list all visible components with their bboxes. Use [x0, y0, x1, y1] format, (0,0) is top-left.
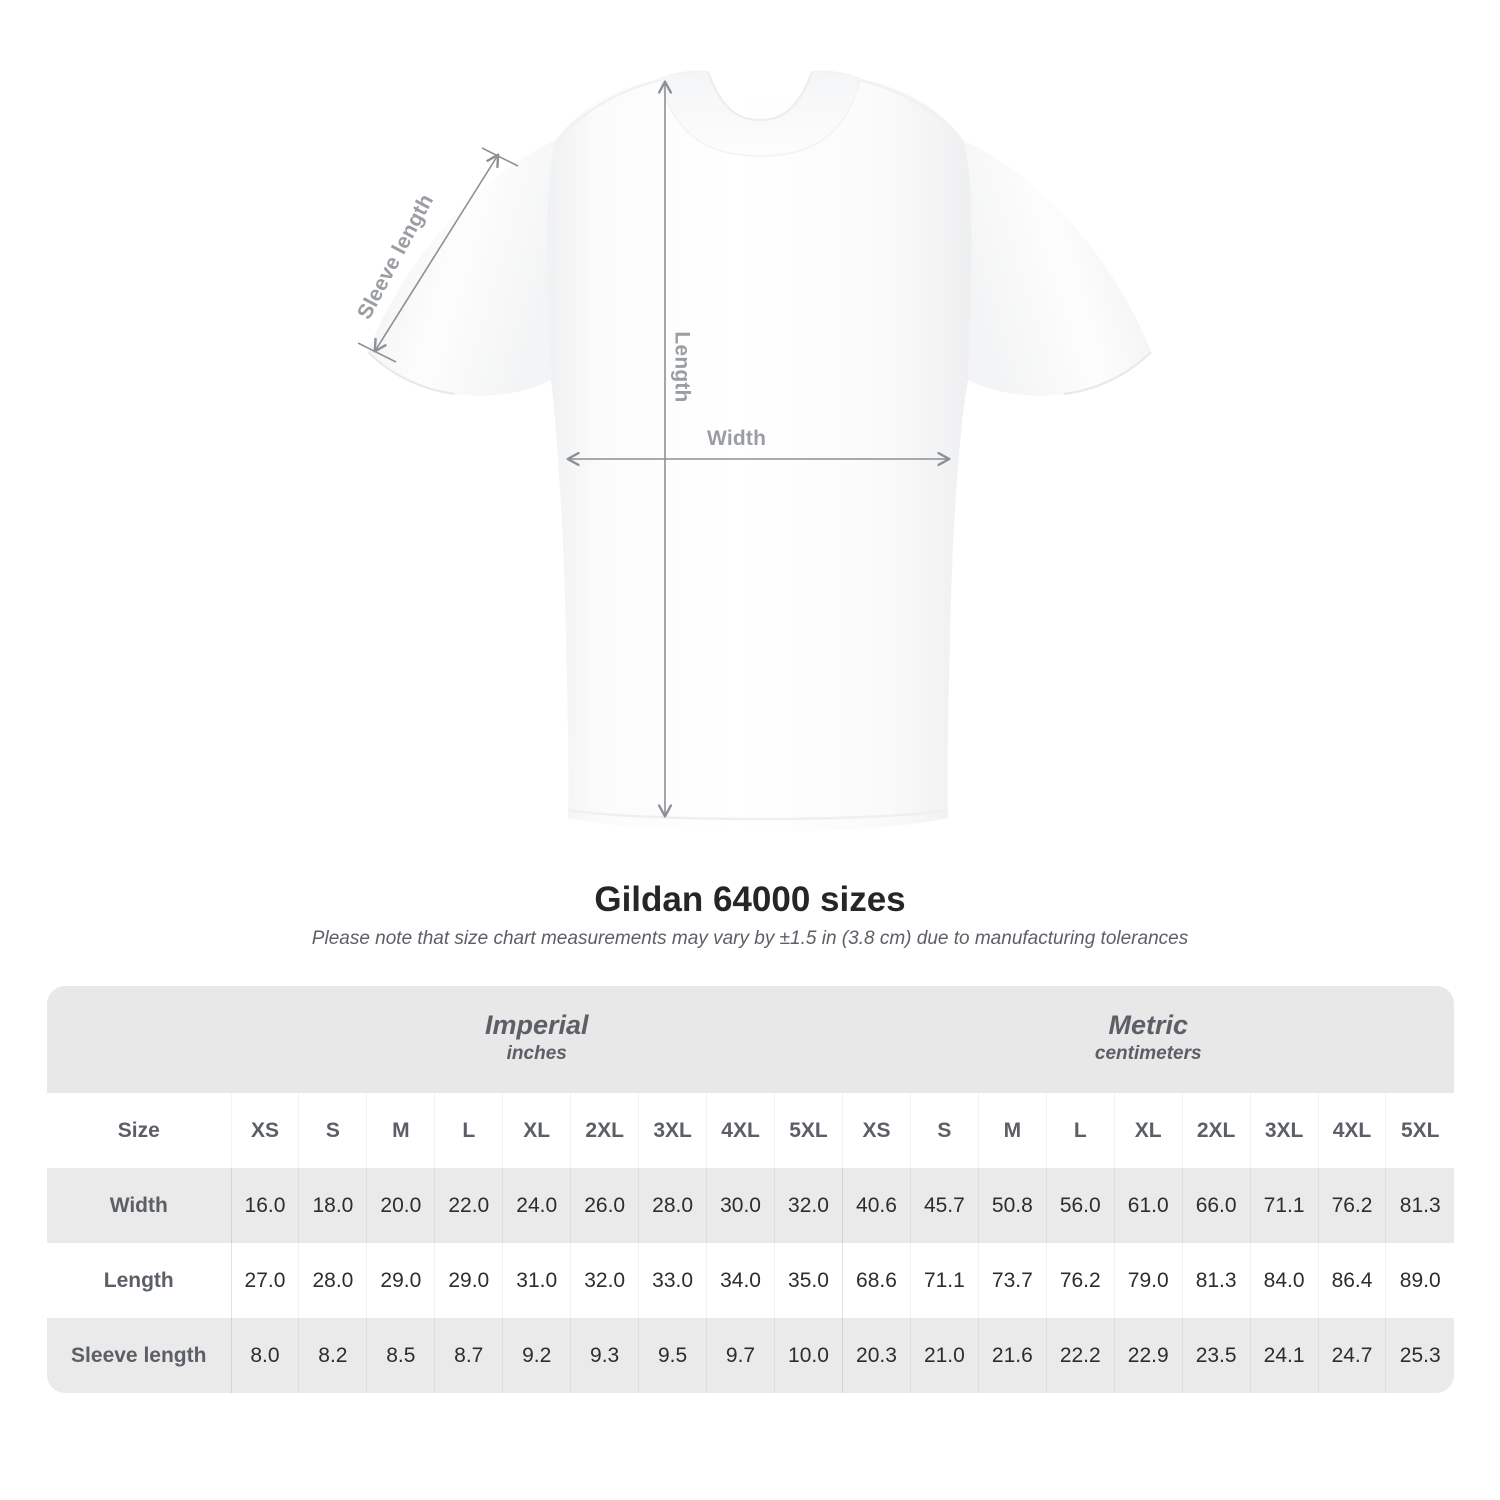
cell-length-metric-m: 73.7: [977, 1243, 1047, 1318]
cell-width-metric-xs: 40.6: [841, 1168, 911, 1243]
tshirt-shape: [367, 70, 1152, 832]
column-header-size: Size: [117, 1118, 160, 1142]
cell-length-metric-l: 76.2: [1045, 1243, 1115, 1318]
cell-length-metric-5xl: 89.0: [1385, 1243, 1454, 1318]
cell-sleeve-length-imperial-4xl: 9.7: [706, 1318, 775, 1393]
cell-length-imperial-s: 28.0: [298, 1243, 367, 1318]
size-header-metric-m: M: [977, 1093, 1047, 1168]
size-header-imperial-3xl: 3XL: [638, 1093, 707, 1168]
cell-width-metric-5xl: 81.3: [1385, 1168, 1454, 1243]
cell-length-imperial-xs: 27.0: [230, 1243, 299, 1318]
cell-sleeve-length-imperial-xl: 9.2: [502, 1318, 571, 1393]
size-header-imperial-xs: XS: [230, 1093, 299, 1168]
size-header-imperial-5xl: 5XL: [774, 1093, 843, 1168]
unit-group-metric: Metric centimeters: [842, 986, 1454, 1093]
cell-width-metric-4xl: 76.2: [1317, 1168, 1386, 1243]
cell-width-metric-2xl: 66.0: [1181, 1168, 1251, 1243]
cell-sleeve-length-metric-xl: 22.9: [1113, 1318, 1183, 1393]
size-header-metric-3xl: 3XL: [1249, 1093, 1319, 1168]
cell-sleeve-length-imperial-2xl: 9.3: [570, 1318, 639, 1393]
table-row: Sleeve length 8.0 8.2 8.5 8.7 9.2 9.3 9.5 9.7 10.…: [47, 1318, 1454, 1393]
size-header-row: Size XS S M L XL 2XL 3XL 4XL 5XL XS S M L XL 2XL 3XL 4XL 5…: [47, 1093, 1454, 1168]
cell-sleeve-length-metric-5xl: 25.3: [1385, 1318, 1454, 1393]
cell-width-imperial-xl: 24.0: [502, 1168, 571, 1243]
unit-group-metric-title: Metric: [1108, 1010, 1188, 1041]
cell-width-imperial-3xl: 28.0: [638, 1168, 707, 1243]
cell-sleeve-length-metric-3xl: 24.1: [1249, 1318, 1319, 1393]
cell-width-imperial-5xl: 32.0: [774, 1168, 843, 1243]
tshirt-diagram: Sleeve length Length Width: [353, 70, 1152, 832]
cell-length-metric-xs: 68.6: [841, 1243, 911, 1318]
row-header-length: Length: [47, 1243, 231, 1318]
cell-length-imperial-xl: 31.0: [502, 1243, 571, 1318]
size-header-metric-2xl: 2XL: [1181, 1093, 1251, 1168]
table-row: Length 27.0 28.0 29.0 29.0 31.0 32.0 33.0 34.0 35…: [47, 1243, 1454, 1318]
size-header-imperial-s: S: [298, 1093, 367, 1168]
size-header-imperial-2xl: 2XL: [570, 1093, 639, 1168]
unit-group-imperial-subtitle: inches: [506, 1043, 567, 1065]
size-header-metric-xs: XS: [841, 1093, 911, 1168]
page-title: Gildan 64000 sizes: [594, 880, 906, 919]
cell-sleeve-length-metric-4xl: 24.7: [1317, 1318, 1386, 1393]
cell-width-metric-l: 56.0: [1045, 1168, 1115, 1243]
size-chart-table: Imperial inches Metric centimeters Size X…: [47, 986, 1454, 1393]
cell-width-metric-xl: 61.0: [1113, 1168, 1183, 1243]
cell-sleeve-length-imperial-3xl: 9.5: [638, 1318, 707, 1393]
unit-group-spacer: [47, 986, 231, 1093]
tshirt-illustration: [357, 70, 1152, 832]
cell-width-imperial-2xl: 26.0: [570, 1168, 639, 1243]
size-header-metric-5xl: 5XL: [1385, 1093, 1454, 1168]
cell-length-metric-s: 71.1: [909, 1243, 979, 1318]
row-header-sleeve-length: Sleeve length: [47, 1318, 231, 1393]
size-header-imperial-xl: XL: [502, 1093, 571, 1168]
size-header-metric-s: S: [909, 1093, 979, 1168]
cell-length-metric-2xl: 81.3: [1181, 1243, 1251, 1318]
cell-length-imperial-l: 29.0: [434, 1243, 503, 1318]
row-header-width: Width: [47, 1168, 231, 1243]
cell-sleeve-length-imperial-l: 8.7: [434, 1318, 503, 1393]
size-header-imperial-l: L: [434, 1093, 503, 1168]
cell-length-imperial-2xl: 32.0: [570, 1243, 639, 1318]
tolerance-note: Please note that size chart measurements…: [311, 928, 1189, 949]
cell-length-imperial-3xl: 33.0: [638, 1243, 707, 1318]
size-table-body: Width 16.0 18.0 20.0 22.0 24.0 26.0 28.0 30.0 32.…: [47, 1168, 1454, 1393]
cell-length-imperial-4xl: 34.0: [706, 1243, 775, 1318]
length-label: Length: [670, 331, 694, 403]
measurement-arrows: [357, 82, 949, 816]
cell-sleeve-length-metric-s: 21.0: [909, 1318, 979, 1393]
cell-sleeve-length-imperial-5xl: 10.0: [774, 1318, 843, 1393]
cell-width-imperial-l: 22.0: [434, 1168, 503, 1243]
size-header-metric-4xl: 4XL: [1317, 1093, 1386, 1168]
cell-sleeve-length-metric-m: 21.6: [977, 1318, 1047, 1393]
width-label: Width: [707, 427, 767, 450]
cell-width-imperial-m: 20.0: [366, 1168, 435, 1243]
unit-group-imperial-title: Imperial: [484, 1010, 589, 1041]
unit-group-imperial: Imperial inches: [231, 986, 843, 1093]
cell-length-imperial-m: 29.0: [366, 1243, 435, 1318]
cell-width-imperial-s: 18.0: [298, 1168, 367, 1243]
cell-length-metric-xl: 79.0: [1113, 1243, 1183, 1318]
cell-width-imperial-xs: 16.0: [230, 1168, 299, 1243]
unit-group-header-row: Imperial inches Metric centimeters: [47, 986, 1454, 1093]
sleeve-length-arrow: [357, 147, 519, 363]
cell-sleeve-length-imperial-m: 8.5: [366, 1318, 435, 1393]
cell-sleeve-length-metric-2xl: 23.5: [1181, 1318, 1251, 1393]
size-header-imperial-m: M: [366, 1093, 435, 1168]
cell-width-imperial-4xl: 30.0: [706, 1168, 775, 1243]
cell-width-metric-3xl: 71.1: [1249, 1168, 1319, 1243]
cell-sleeve-length-imperial-s: 8.2: [298, 1318, 367, 1393]
cell-sleeve-length-imperial-xs: 8.0: [230, 1318, 299, 1393]
cell-length-metric-4xl: 86.4: [1317, 1243, 1386, 1318]
size-header-metric-l: L: [1045, 1093, 1115, 1168]
cell-length-metric-3xl: 84.0: [1249, 1243, 1319, 1318]
cell-sleeve-length-metric-l: 22.2: [1045, 1318, 1115, 1393]
size-header-metric-xl: XL: [1113, 1093, 1183, 1168]
cell-length-imperial-5xl: 35.0: [774, 1243, 843, 1318]
cell-sleeve-length-metric-xs: 20.3: [841, 1318, 911, 1393]
table-row: Width 16.0 18.0 20.0 22.0 24.0 26.0 28.0 30.0 32.…: [47, 1168, 1454, 1243]
size-header-imperial-4xl: 4XL: [706, 1093, 775, 1168]
cell-width-metric-s: 45.7: [909, 1168, 979, 1243]
cell-width-metric-m: 50.8: [977, 1168, 1047, 1243]
unit-group-metric-subtitle: centimeters: [1094, 1043, 1202, 1065]
